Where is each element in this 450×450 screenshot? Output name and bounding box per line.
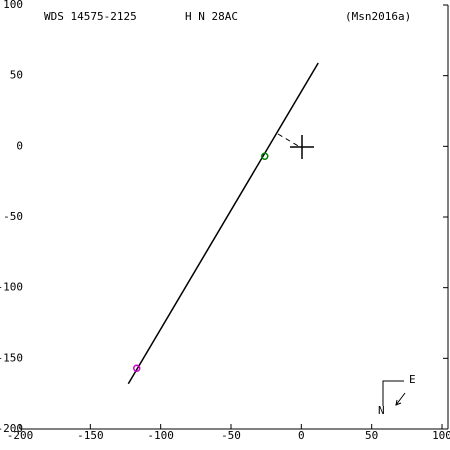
x-tick-label: 100 (432, 429, 450, 442)
observation (133, 364, 141, 372)
chart-title: WDS 14575-2125 (44, 10, 137, 23)
y-tick-label: -50 (3, 210, 23, 223)
y-tick-label: 0 (16, 139, 23, 152)
orbit-line (127, 62, 319, 385)
compass (382, 380, 406, 406)
reference: (Msn2016a) (345, 10, 411, 23)
y-tick-label: -100 (0, 281, 23, 294)
x-tick-label: -100 (147, 429, 174, 442)
y-tick-label: 50 (10, 69, 23, 82)
x-tick-label: 50 (365, 429, 378, 442)
y-tick-label: 100 (3, 0, 23, 11)
y-tick-label: -150 (0, 351, 23, 364)
observation (261, 152, 269, 160)
chart-subtitle: H N 28AC (185, 10, 238, 23)
x-tick-label: 0 (298, 429, 305, 442)
compass-east: E (409, 373, 416, 386)
y-tick-label: -200 (0, 422, 23, 435)
residual-line (277, 133, 301, 148)
x-tick-label: -150 (77, 429, 104, 442)
compass-north: N (378, 404, 385, 417)
primary-star (290, 135, 314, 159)
x-tick-label: -50 (221, 429, 241, 442)
x-tick-label: -200 (7, 429, 34, 442)
